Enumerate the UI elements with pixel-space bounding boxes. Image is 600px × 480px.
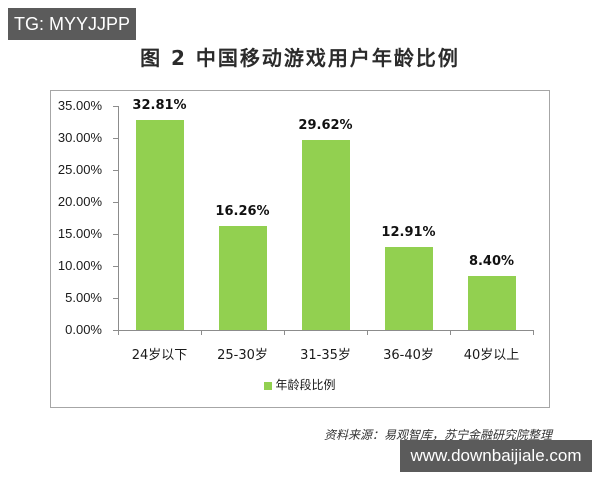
bar-value-label: 32.81% [132, 98, 187, 114]
y-tick-label: 35.00% [57, 98, 102, 113]
y-tick [113, 106, 118, 107]
bar [467, 276, 516, 330]
x-axis [118, 330, 533, 331]
x-category-label: 25-30岁 [217, 348, 268, 363]
x-category-label: 40岁以上 [463, 348, 520, 363]
y-tick-label: 30.00% [57, 130, 102, 145]
y-tick-label: 15.00% [57, 226, 102, 241]
y-tick [113, 138, 118, 139]
x-category-label: 36-40岁 [383, 348, 434, 363]
y-tick-label: 20.00% [57, 194, 102, 209]
y-tick-label: 10.00% [57, 258, 102, 273]
y-tick [113, 170, 118, 171]
tg-badge: TG: MYYJJPP [8, 8, 136, 40]
y-tick [113, 330, 118, 331]
x-tick [367, 330, 368, 335]
bar-value-label: 16.26% [215, 203, 270, 219]
bar [301, 140, 350, 330]
chart-frame [50, 90, 550, 408]
y-tick [113, 298, 118, 299]
x-tick [284, 330, 285, 335]
x-tick [533, 330, 534, 335]
watermark: www.downbaijiale.com [400, 440, 592, 472]
source-note: 资料来源：易观智库，苏宁金融研究院整理 [323, 428, 552, 442]
bar [218, 225, 267, 330]
y-tick [113, 266, 118, 267]
bar [384, 247, 433, 330]
y-tick [113, 202, 118, 203]
bar-value-label: 29.62% [298, 118, 353, 134]
bar [135, 120, 184, 330]
y-tick-label: 0.00% [65, 322, 102, 337]
y-tick [113, 234, 118, 235]
x-category-label: 31-35岁 [300, 348, 351, 363]
y-axis [118, 106, 119, 331]
legend: 年龄段比例 [0, 376, 600, 393]
y-tick-label: 25.00% [57, 162, 102, 177]
legend-swatch [264, 381, 273, 390]
bar-value-label: 12.91% [381, 225, 436, 241]
x-tick [450, 330, 451, 335]
x-tick [201, 330, 202, 335]
bar-value-label: 8.40% [468, 254, 515, 270]
chart-title: 图 2 中国移动游戏用户年龄比例 [140, 46, 460, 70]
y-tick-label: 5.00% [65, 290, 102, 305]
x-tick [118, 330, 119, 335]
legend-label: 年龄段比例 [275, 378, 336, 392]
x-category-label: 24岁以下 [131, 348, 188, 363]
